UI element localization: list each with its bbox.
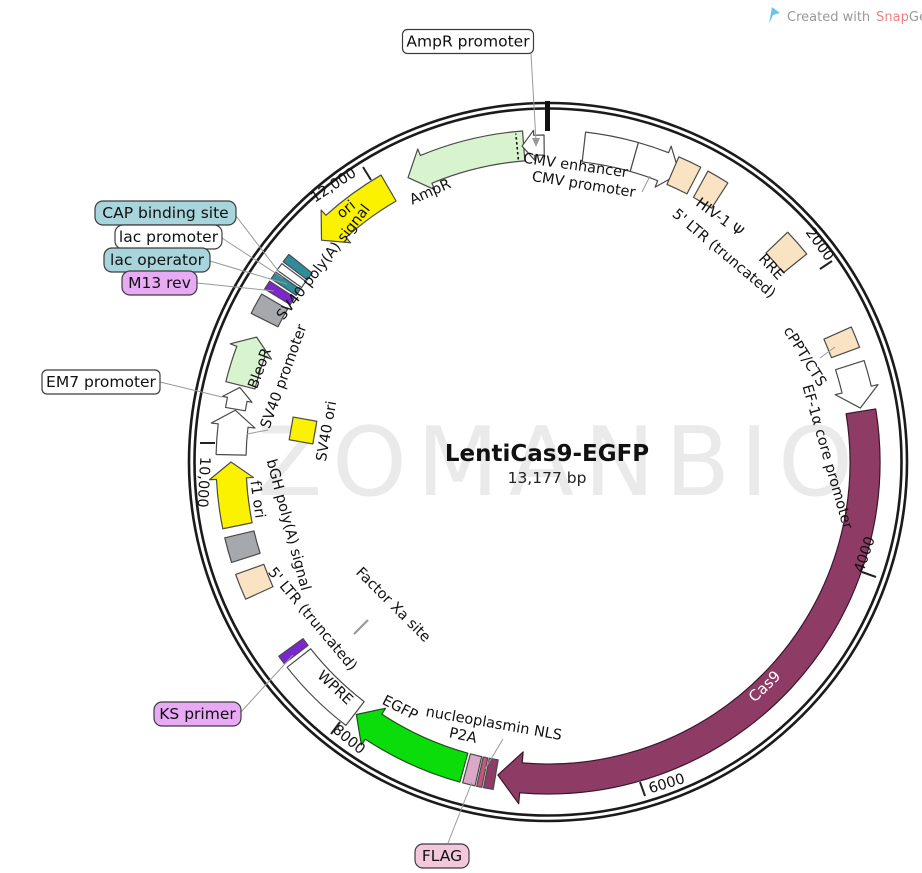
hiv-1-psi-feature[interactable]: [692, 170, 729, 209]
leader-lines: [159, 53, 836, 844]
lac-promoter-callout-text: lac promoter: [119, 228, 219, 246]
cap-binding-site-callout-text: CAP binding site: [102, 204, 228, 222]
m13-rev-callout-text: M13 rev: [128, 274, 191, 292]
flag-callout-text: FLAG: [422, 847, 462, 865]
cmv-promoter-feature[interactable]: [629, 141, 681, 188]
em7-leader: [159, 381, 223, 398]
lac-promoter-leader: [221, 237, 284, 279]
tick-8000: [330, 721, 341, 735]
sv40-promoter-leader: [246, 429, 269, 435]
lac-promoter-feature[interactable]: [276, 262, 307, 289]
nls-leader: [484, 738, 504, 770]
ampr-feature[interactable]: [407, 130, 526, 191]
cap-binding-site-callout[interactable]: CAP binding site: [94, 200, 237, 226]
cmv-promoter-leader: [641, 175, 651, 193]
flag-leader: [447, 781, 473, 844]
cap-binding-site-feature[interactable]: [282, 253, 313, 281]
ks-primer-feature[interactable]: [278, 638, 309, 665]
bgh-polya-signal-feature[interactable]: [224, 530, 261, 563]
tick-12000: [362, 166, 372, 181]
flag-callout[interactable]: FLAG: [414, 843, 470, 869]
cap-binding-leader: [235, 215, 280, 273]
lac-operator-callout-text: lac operator: [110, 251, 205, 269]
cppt-leader: [819, 346, 836, 359]
ampr-promoter-leader-arrowhead: [532, 138, 540, 147]
ks-primer-callout-text: KS primer: [159, 705, 236, 723]
sv40-promoter-feature[interactable]: [210, 409, 256, 456]
sv40-polya-signal-feature[interactable]: [250, 293, 289, 328]
bleor-feature[interactable]: [225, 336, 273, 390]
f1-ori-feature[interactable]: [208, 461, 254, 530]
tick-label-10000: 10,000: [194, 456, 213, 508]
em7-promoter-feature[interactable]: [221, 386, 253, 412]
lac-operator-callout[interactable]: lac operator: [103, 247, 211, 273]
tick-4000: [861, 571, 877, 578]
flag-callout-box: [414, 843, 470, 869]
features-layer: [208, 129, 881, 805]
ks-primer-callout-box: [153, 701, 242, 727]
tick-label-2000: 2000: [802, 225, 837, 264]
nucleoplasmin-nls-feature[interactable]: [482, 757, 499, 791]
5-ltr-truncated-top-feature[interactable]: [666, 156, 702, 195]
em7-promoter-callout[interactable]: EM7 promoter: [41, 369, 161, 395]
ampr-promoter-callout[interactable]: AmpR promoter: [401, 28, 535, 55]
ks-primer-leader: [240, 654, 294, 713]
5-ltr-truncated-left-feature[interactable]: [235, 563, 274, 600]
cppt-cts-feature[interactable]: [823, 326, 861, 359]
snapgene-credit: Created withSnapGene®: [769, 7, 922, 25]
em7-promoter-callout-text: EM7 promoter: [46, 373, 157, 391]
ef1a-core-promoter-feature[interactable]: [834, 359, 879, 409]
f1-ori-label[interactable]: f1 ori: [246, 480, 267, 520]
plasmid-title: LentiCas9-EGFP: [445, 441, 649, 467]
ampr-boundary-dash-feature: [515, 133, 520, 160]
ori-feature[interactable]: [320, 174, 397, 244]
lac-promoter-callout[interactable]: lac promoter: [114, 224, 223, 250]
egfp-feature[interactable]: [355, 707, 469, 783]
m13-rev-feature[interactable]: [264, 280, 296, 306]
rre-feature[interactable]: [765, 231, 808, 274]
em7-promoter-callout-box: [41, 369, 161, 395]
tick-2000: [819, 260, 833, 270]
m13-rev-callout-box: [121, 270, 198, 296]
wpre-feature[interactable]: [286, 648, 365, 726]
plasmid-size: 13,177 bp: [508, 469, 587, 487]
ks-primer-callout[interactable]: KS primer: [153, 701, 242, 727]
snapgene-credit-text: Created withSnapGene®: [787, 9, 922, 25]
nucleoplasmin-nls-label[interactable]: nucleoplasmin NLS: [424, 704, 563, 744]
lac-operator-leader: [209, 260, 288, 285]
snapgene-logo-icon: [769, 7, 780, 24]
callout-labels: AmpR promoter CAP binding site lac promo…: [41, 28, 535, 869]
ampr-promoter-callout-text: AmpR promoter: [406, 33, 530, 51]
watermark-text: ZOMANBIO: [257, 408, 863, 518]
flag-feature[interactable]: [476, 756, 489, 788]
credit-snap: Snap: [876, 10, 909, 25]
factor-xa-site-label[interactable]: Factor Xa site: [352, 565, 433, 646]
cas9-feature[interactable]: [497, 408, 881, 805]
ampr-promoter-leader: [530, 53, 537, 142]
credit-prefix: Created with: [787, 10, 870, 25]
scale-ticks: [200, 166, 877, 797]
ampr-promoter-feature[interactable]: [521, 129, 545, 161]
factor-xa-site-mark[interactable]: [353, 619, 369, 635]
m13-rev-leader: [196, 282, 275, 292]
sv40-ori-feature[interactable]: [288, 416, 318, 445]
m13-rev-callout[interactable]: M13 rev: [121, 270, 198, 296]
ampr-promoter-callout-box: [401, 28, 535, 55]
p2a-label[interactable]: P2A: [448, 725, 479, 746]
credit-gene: Gene: [909, 10, 922, 25]
tick-6000: [639, 781, 646, 797]
